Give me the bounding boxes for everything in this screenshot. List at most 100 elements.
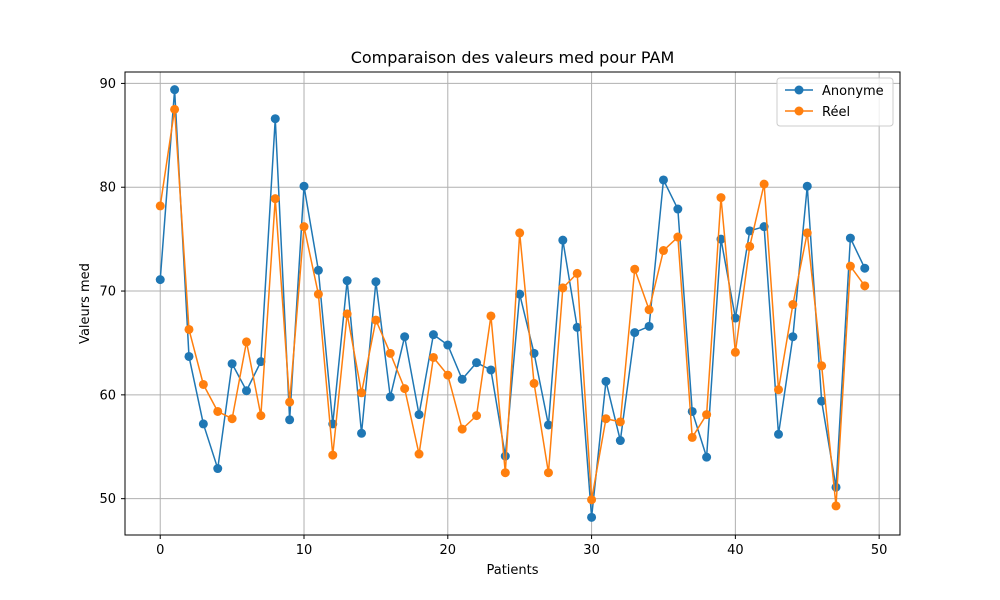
data-point-anonyme <box>299 181 309 191</box>
data-point-reel <box>328 450 338 460</box>
data-point-anonyme <box>371 277 381 287</box>
data-point-anonyme <box>845 233 855 243</box>
data-point-reel <box>802 228 812 238</box>
data-point-anonyme <box>155 275 165 285</box>
data-point-reel <box>184 324 194 334</box>
data-point-anonyme <box>198 419 208 429</box>
data-point-reel <box>457 424 467 434</box>
data-point-anonyme <box>457 374 467 384</box>
data-point-reel <box>385 348 395 358</box>
data-point-reel <box>213 406 223 416</box>
data-point-anonyme <box>572 322 582 332</box>
data-point-anonyme <box>242 386 251 396</box>
data-point-reel <box>155 201 165 211</box>
data-point-anonyme <box>500 451 510 461</box>
series-line-reel <box>159 108 866 507</box>
data-point-anonyme <box>428 330 438 340</box>
y-tick-label: 70 <box>99 285 116 300</box>
data-point-reel <box>299 222 309 232</box>
data-point-reel <box>198 379 208 389</box>
legend: Anonyme Réel <box>776 77 894 127</box>
data-point-anonyme <box>414 410 424 420</box>
legend-marker-reel <box>794 106 804 116</box>
legend-label-anonyme: Anonyme <box>822 84 884 99</box>
data-point-anonyme <box>658 175 668 185</box>
data-point-anonyme <box>745 226 755 236</box>
data-point-reel <box>270 194 280 204</box>
data-point-reel <box>486 311 496 321</box>
legend-entry-reel: Réel <box>785 105 850 120</box>
data-point-reel <box>285 397 295 407</box>
data-point-anonyme <box>313 265 323 275</box>
data-point-reel <box>170 104 180 114</box>
data-point-reel <box>515 228 525 238</box>
data-point-anonyme <box>400 332 410 342</box>
data-point-reel <box>788 300 798 310</box>
data-point-reel <box>716 193 726 203</box>
data-point-reel <box>400 384 410 394</box>
data-point-reel <box>313 289 323 299</box>
data-point-anonyme <box>170 85 180 95</box>
data-point-reel <box>687 432 697 442</box>
series-layer <box>155 85 870 522</box>
data-point-reel <box>428 352 438 362</box>
data-point-anonyme <box>860 263 870 273</box>
data-point-anonyme <box>630 328 640 338</box>
data-point-anonyme <box>802 181 812 191</box>
x-tick-label: 0 <box>156 543 164 558</box>
data-point-reel <box>845 261 855 271</box>
data-point-reel <box>630 264 640 274</box>
data-point-anonyme <box>472 358 482 368</box>
data-point-anonyme <box>831 482 841 492</box>
data-point-reel <box>702 410 712 420</box>
data-point-reel <box>472 411 482 421</box>
data-point-anonyme <box>702 452 712 462</box>
data-point-anonyme <box>601 376 611 386</box>
data-point-anonyme <box>256 357 266 367</box>
data-point-anonyme <box>615 436 625 446</box>
data-point-anonyme <box>184 351 194 361</box>
data-point-reel <box>831 501 841 511</box>
data-point-reel <box>587 495 597 505</box>
grid <box>125 72 900 535</box>
data-point-reel <box>371 315 381 325</box>
data-point-anonyme <box>558 235 568 245</box>
data-point-reel <box>242 337 251 347</box>
x-tick-label: 10 <box>296 543 313 558</box>
data-point-anonyme <box>687 406 697 416</box>
data-point-reel <box>860 281 870 291</box>
data-point-anonyme <box>443 340 453 350</box>
x-tick-label: 30 <box>583 543 600 558</box>
data-point-anonyme <box>774 429 783 439</box>
data-point-anonyme <box>270 114 280 124</box>
data-point-reel <box>745 241 755 251</box>
data-point-anonyme <box>673 204 683 214</box>
data-point-anonyme <box>227 359 237 369</box>
data-point-reel <box>615 417 625 427</box>
legend-label-reel: Réel <box>822 105 850 120</box>
y-tick-label: 60 <box>99 388 116 403</box>
data-point-reel <box>558 283 568 293</box>
y-tick-label: 90 <box>99 77 116 92</box>
data-point-reel <box>227 414 237 424</box>
data-point-reel <box>774 385 783 395</box>
data-point-anonyme <box>587 512 597 522</box>
legend-entry-anonyme: Anonyme <box>785 84 884 99</box>
data-point-reel <box>256 411 266 421</box>
x-tick-label: 40 <box>727 543 744 558</box>
data-point-reel <box>543 468 553 478</box>
data-point-anonyme <box>385 392 395 402</box>
data-point-anonyme <box>788 332 798 342</box>
data-point-reel <box>572 268 582 278</box>
data-point-reel <box>759 179 769 189</box>
y-tick-label: 50 <box>99 492 116 507</box>
data-point-reel <box>443 370 453 380</box>
data-point-reel <box>644 305 654 315</box>
data-point-anonyme <box>486 365 496 375</box>
data-point-anonyme <box>213 464 223 474</box>
plot-frame <box>124 71 901 536</box>
data-point-reel <box>817 361 827 371</box>
data-point-anonyme <box>342 276 352 286</box>
x-tick-label: 20 <box>440 543 457 558</box>
x-tick-label: 50 <box>871 543 888 558</box>
